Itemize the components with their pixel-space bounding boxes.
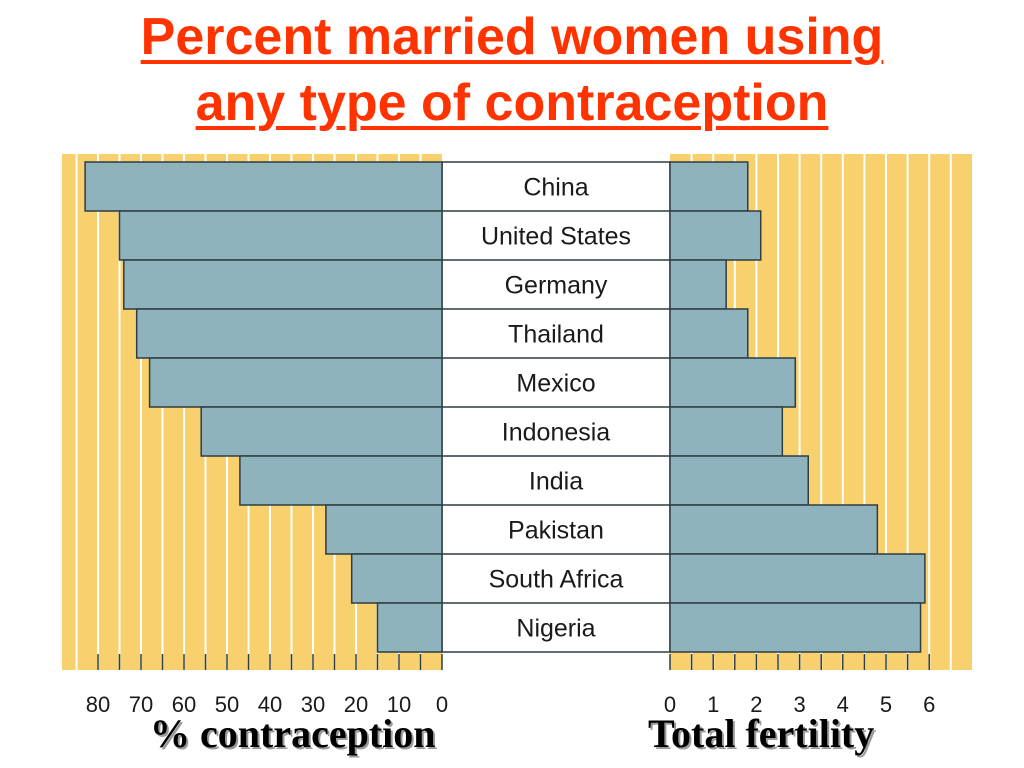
- category-label: South Africa: [489, 566, 624, 594]
- chart-title-line-1: Percent married women using: [140, 8, 884, 66]
- category-label: Germany: [505, 272, 608, 300]
- category-label: India: [529, 468, 583, 496]
- left-tick-label: 0: [436, 692, 448, 717]
- right-tick-label: 3: [793, 692, 805, 717]
- contraception-bar-nigeria: [376, 602, 443, 653]
- contraception-bar-india: [239, 455, 443, 506]
- fertility-bar-india: [669, 455, 809, 506]
- left-tick-label: 10: [387, 692, 411, 717]
- contraception-bar-united-states: [118, 210, 443, 261]
- right-tick-label: 1: [707, 692, 719, 717]
- chart-title: Percent married women using any type of …: [0, 4, 1024, 136]
- right-tick-label: 0: [664, 692, 676, 717]
- right-axis-title: Total fertility: [648, 711, 875, 756]
- fertility-bar-pakistan: [669, 504, 879, 555]
- right-tick-label: 4: [837, 692, 849, 717]
- fertility-bar-south-africa: [669, 553, 926, 604]
- contraception-bar-mexico: [148, 357, 443, 408]
- chart-title-line-2: any type of contraception: [195, 74, 829, 132]
- contraception-bar-china: [84, 161, 443, 212]
- fertility-bar-mexico: [669, 357, 797, 408]
- category-label: United States: [481, 223, 631, 251]
- right-tick-label: 6: [923, 692, 935, 717]
- contraception-bar-germany: [123, 259, 443, 310]
- category-label: Pakistan: [508, 517, 604, 545]
- left-tick-label: 70: [129, 692, 153, 717]
- left-tick-label: 50: [215, 692, 239, 717]
- right-tick-label: 2: [750, 692, 762, 717]
- left-tick-label: 80: [86, 692, 110, 717]
- category-label: Indonesia: [502, 419, 611, 447]
- category-label: Mexico: [516, 370, 595, 398]
- contraception-bar-indonesia: [200, 406, 443, 457]
- fertility-bar-china: [669, 161, 749, 212]
- fertility-bar-united-states: [669, 210, 762, 261]
- contraception-bar-pakistan: [325, 504, 443, 555]
- fertility-bar-germany: [669, 259, 727, 310]
- left-tick-label: 30: [301, 692, 325, 717]
- fertility-bar-thailand: [669, 308, 749, 359]
- left-tick-label: 60: [172, 692, 196, 717]
- left-axis-title: % contraception: [150, 711, 436, 756]
- fertility-bar-indonesia: [669, 406, 784, 457]
- contraception-bar-thailand: [135, 308, 443, 359]
- category-label: China: [523, 174, 588, 202]
- fertility-bar-nigeria: [669, 602, 922, 653]
- right-tick-label: 5: [880, 692, 892, 717]
- contraception-bar-south-africa: [350, 553, 443, 604]
- category-label: Nigeria: [516, 615, 595, 643]
- left-tick-label: 40: [258, 692, 282, 717]
- category-label: Thailand: [508, 321, 604, 349]
- left-tick-label: 20: [344, 692, 368, 717]
